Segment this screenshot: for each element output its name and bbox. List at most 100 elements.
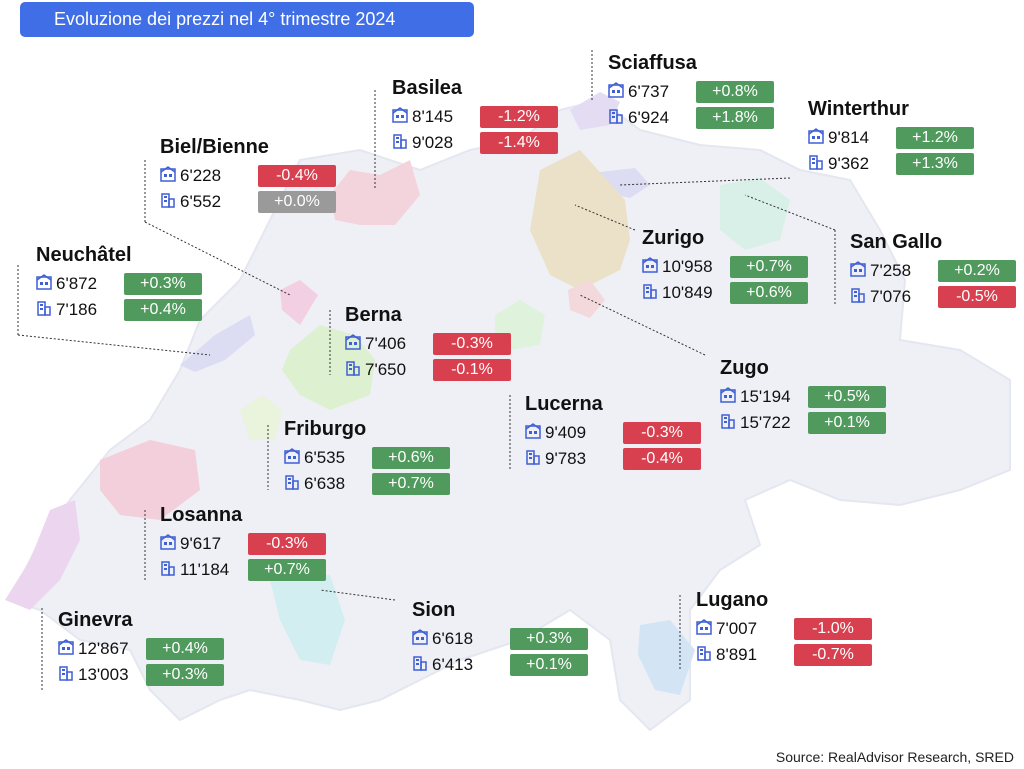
- house-icon: [696, 645, 716, 666]
- price-row: 8'891 -0.7%: [696, 644, 872, 666]
- city-label-basilea: Basilea 8'145 -1.2% 9'028 -1.4%: [392, 77, 558, 158]
- price-value: 6'228: [180, 166, 222, 185]
- region-biel: [280, 280, 318, 325]
- price-value: 6'737: [628, 82, 670, 101]
- region-neuchatel: [180, 315, 255, 372]
- house-icon: [720, 413, 740, 434]
- price-value: 6'872: [56, 274, 98, 293]
- city-label-berna: Berna 7'406 -0.3% 7'650 -0.1%: [345, 304, 511, 385]
- price-row: 6'228 -0.4%: [160, 165, 336, 187]
- city-label-winterthur: Winterthur 9'814 +1.2% 9'362 +1.3%: [808, 98, 974, 179]
- price-row: 9'409 -0.3%: [525, 422, 701, 444]
- price-value: 6'413: [432, 655, 474, 674]
- price-row: 10'849 +0.6%: [642, 282, 808, 304]
- leader-line: [744, 194, 836, 231]
- city-name: Ginevra: [58, 609, 133, 631]
- city-name: Basilea: [392, 77, 463, 99]
- region-lugano: [638, 620, 695, 695]
- city-label-ginevra: Ginevra 12'867 +0.4% 13'003 +0.3%: [58, 609, 224, 690]
- city-label-neuchatel: Neuchâtel 6'872 +0.3% 7'186 +0.4%: [36, 244, 202, 325]
- price-value: 7'406: [365, 334, 407, 353]
- region-zugo: [568, 280, 605, 318]
- change-badge: +0.6%: [372, 447, 450, 469]
- change-badge: -0.3%: [623, 422, 701, 444]
- apartment-icon: [642, 256, 662, 278]
- price-row: 7'258 +0.2%: [850, 260, 1016, 282]
- house-icon: [808, 154, 828, 175]
- leader-line: [17, 334, 211, 356]
- leader-line: [574, 204, 636, 231]
- apartment-icon: [808, 127, 828, 149]
- price-value: 6'618: [432, 629, 474, 648]
- house-icon: [58, 665, 78, 686]
- price-value: 6'638: [304, 474, 346, 493]
- price-value: 11'184: [180, 560, 230, 579]
- change-badge: +1.8%: [696, 107, 774, 129]
- price-value: 7'076: [870, 287, 912, 306]
- change-badge: +0.6%: [730, 282, 808, 304]
- price-value: 9'814: [828, 128, 870, 147]
- city-label-sangallo: San Gallo 7'258 +0.2% 7'076 -0.5%: [850, 231, 1016, 312]
- price-row: 6'924 +1.8%: [608, 107, 774, 129]
- city-label-sciaffusa: Sciaffusa 6'737 +0.8% 6'924 +1.8%: [608, 52, 774, 133]
- price-value: 9'028: [412, 133, 454, 152]
- price-row: 6'872 +0.3%: [36, 273, 202, 295]
- price-value: 6'924: [628, 108, 670, 127]
- city-label-losanna: Losanna 9'617 -0.3% 11'184 +0.7%: [160, 504, 326, 585]
- source-note: Source: RealAdvisor Research, SRED: [775, 749, 1014, 765]
- change-badge: -0.3%: [433, 333, 511, 355]
- leader-line: [144, 221, 291, 296]
- price-value: 13'003: [78, 665, 129, 684]
- price-row: 9'814 +1.2%: [808, 127, 974, 149]
- change-badge: -0.4%: [623, 448, 701, 470]
- apartment-icon: [850, 260, 870, 282]
- price-row: 7'076 -0.5%: [850, 286, 1016, 308]
- price-value: 8'145: [412, 107, 454, 126]
- price-row: 12'867 +0.4%: [58, 638, 224, 660]
- price-value: 10'958: [662, 257, 713, 276]
- price-value: 7'650: [365, 360, 407, 379]
- price-value: 9'617: [180, 534, 222, 553]
- price-row: 11'184 +0.7%: [160, 559, 326, 581]
- leader-line: [319, 589, 396, 601]
- price-row: 15'194 +0.5%: [720, 386, 886, 408]
- price-row: 9'362 +1.3%: [808, 153, 974, 175]
- city-label-zurigo: Zurigo 10'958 +0.7% 10'849 +0.6%: [642, 227, 808, 308]
- apartment-icon: [392, 106, 412, 128]
- house-icon: [345, 360, 365, 381]
- apartment-icon: [608, 81, 628, 103]
- change-badge: +0.3%: [124, 273, 202, 295]
- region-sion: [270, 575, 345, 665]
- change-badge: +1.2%: [896, 127, 974, 149]
- price-row: 7'406 -0.3%: [345, 333, 511, 355]
- price-row: 6'638 +0.7%: [284, 473, 450, 495]
- apartment-icon: [36, 273, 56, 295]
- change-badge: +0.4%: [124, 299, 202, 321]
- house-icon: [392, 133, 412, 154]
- change-badge: +0.1%: [510, 654, 588, 676]
- change-badge: -0.7%: [794, 644, 872, 666]
- house-icon: [160, 192, 180, 213]
- map-title: Evoluzione dei prezzi nel 4° trimestre 2…: [20, 2, 474, 37]
- change-badge: -1.0%: [794, 618, 872, 640]
- house-icon: [36, 300, 56, 321]
- city-name: Zugo: [720, 357, 769, 379]
- price-value: 9'783: [545, 449, 587, 468]
- price-row: 7'650 -0.1%: [345, 359, 511, 381]
- price-value: 7'258: [870, 261, 912, 280]
- house-icon: [525, 449, 545, 470]
- city-label-lucerna: Lucerna 9'409 -0.3% 9'783 -0.4%: [525, 393, 701, 474]
- price-value: 8'891: [716, 645, 758, 664]
- price-row: 6'535 +0.6%: [284, 447, 450, 469]
- apartment-icon: [525, 422, 545, 444]
- price-row: 15'722 +0.1%: [720, 412, 886, 434]
- change-badge: +0.7%: [248, 559, 326, 581]
- leader-line: [579, 294, 706, 356]
- city-name: Losanna: [160, 504, 243, 526]
- change-badge: +0.7%: [730, 256, 808, 278]
- house-icon: [642, 283, 662, 304]
- change-badge: +0.0%: [258, 191, 336, 213]
- apartment-icon: [160, 165, 180, 187]
- change-badge: +0.3%: [146, 664, 224, 686]
- apartment-icon: [345, 333, 365, 355]
